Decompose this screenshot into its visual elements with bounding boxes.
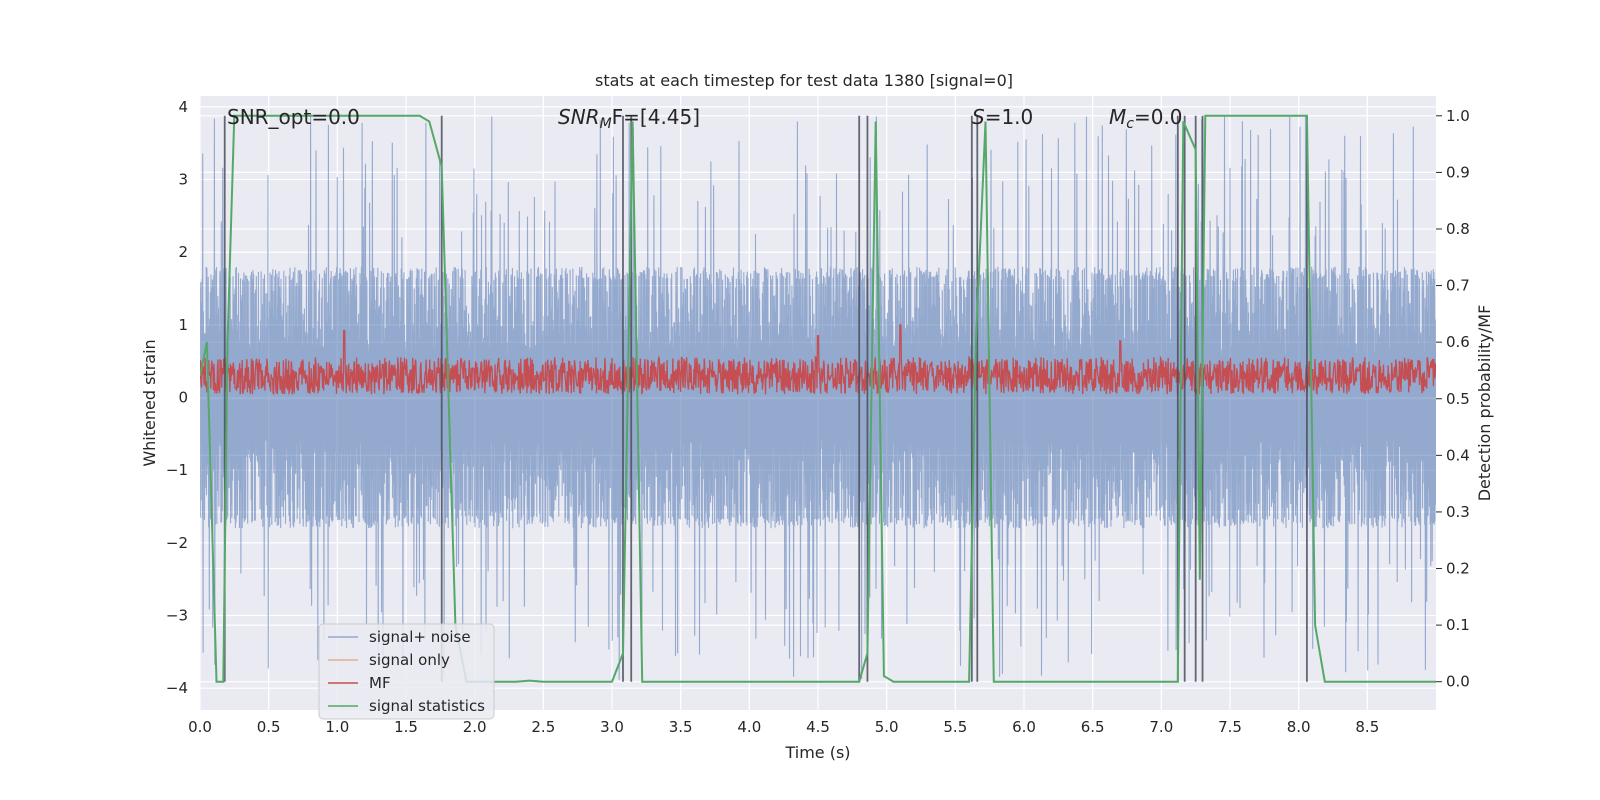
y-tick-labels: 4 3 2 1 0 −1 −2 −3 −4 [166,98,188,697]
x-tick-label: 2.0 [463,718,487,736]
annotation-snr-mf: SNRMF=[4.45] [558,105,700,132]
legend-label-mf: MF [369,674,391,692]
x-tick-label: 6.5 [1081,718,1105,736]
x-tick-label: 3.0 [600,718,624,736]
y-tick-label: −4 [166,679,188,697]
legend-label-noise: signal+ noise [369,628,471,646]
x-tick-label: 1.5 [394,718,418,736]
y-tick-label: −1 [166,461,188,479]
right-y-tick-label: 0.8 [1446,220,1470,238]
y-tick-label: 4 [178,98,188,116]
right-y-axis-label: Detection probability/MF [1475,305,1494,502]
x-tick-label: 5.5 [943,718,967,736]
right-y-tick-label: 0.9 [1446,163,1470,181]
x-tick-label: 4.0 [737,718,761,736]
y-tick-label: 3 [178,171,188,189]
y-axis-label: Whitened strain [140,339,159,466]
y-tick-label: −3 [166,607,188,625]
x-tick-label: 8.0 [1287,718,1311,736]
x-tick-label: 0.5 [257,718,281,736]
right-y-tick-label: 0.2 [1446,560,1470,578]
legend-frame [318,623,495,720]
x-tick-label: 0.0 [188,718,212,736]
x-tick-label: 8.5 [1355,718,1379,736]
right-y-tick-label: 0.6 [1446,333,1470,351]
x-tick-label: 6.0 [1012,718,1036,736]
plot-content [200,114,1436,683]
right-axis-ticks: 1.0 0.9 0.8 0.7 0.6 0.5 0.4 0.3 0.2 0.1 0.0 [1436,107,1470,691]
event-marker-lines [223,115,1308,682]
annotation-s: S=1.0 [972,105,1033,129]
right-y-tick-label: 0.3 [1446,503,1470,521]
series-mf [200,324,1436,396]
annotation-snr-opt: SNR_opt=0.0 [227,105,360,129]
right-y-tick-label: 0.4 [1446,446,1470,464]
right-y-tick-label: 0.1 [1446,616,1470,634]
x-tick-label: 3.5 [669,718,693,736]
x-tick-label: 1.0 [325,718,349,736]
y-tick-label: 1 [178,316,188,334]
right-y-tick-label: 0.7 [1446,277,1470,295]
legend-label-signal-only: signal only [369,651,450,669]
y-tick-label: 2 [178,243,188,261]
x-tick-labels: 0.0 0.5 1.0 1.5 2.0 2.5 3.0 3.5 4.0 4.5 5.0 5.5 6.0 6… [188,718,1379,736]
annotation-mc: Mc=0.0 [1109,105,1183,132]
mf-line [200,324,1436,396]
x-tick-label: 7.0 [1149,718,1173,736]
right-y-tick-label: 1.0 [1446,107,1470,125]
x-tick-label: 5.0 [875,718,899,736]
chart-title: stats at each timestep for test data 138… [595,71,1013,90]
y-tick-label: 0 [178,389,188,407]
legend: signal+ noise signal only MF signal stat… [318,623,495,720]
x-tick-label: 7.5 [1218,718,1242,736]
x-tick-label: 2.5 [531,718,555,736]
legend-label-statistics: signal statistics [369,697,485,715]
right-y-tick-label: 0.0 [1446,673,1470,691]
right-y-tick-label: 0.5 [1446,390,1470,408]
y-tick-label: −2 [166,534,188,552]
series-signal-statistics [200,114,1436,683]
x-tick-label: 4.5 [806,718,830,736]
signal-statistics-line [200,114,1436,683]
x-axis-label: Time (s) [784,743,850,762]
